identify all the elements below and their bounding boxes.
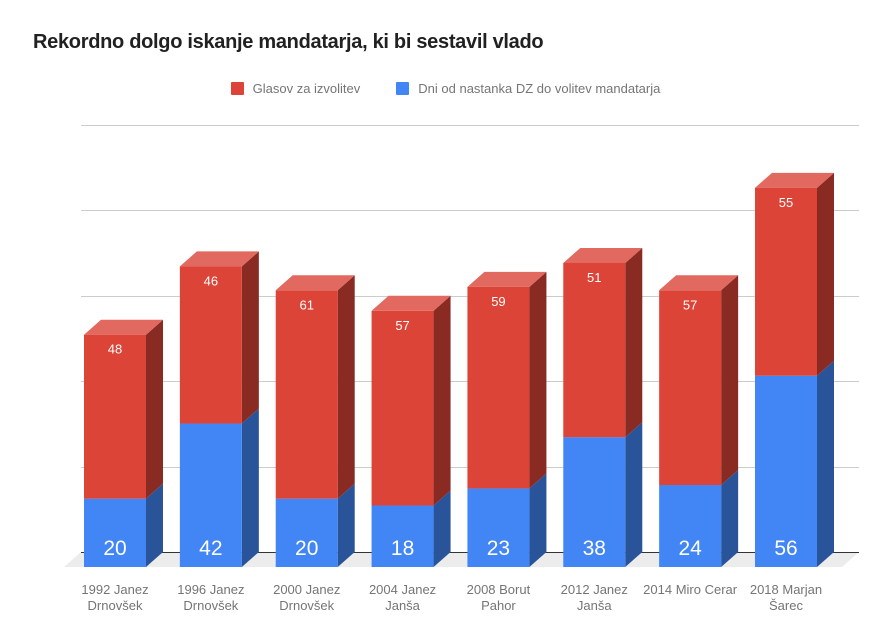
bar-segment-red-1992[interactable]	[84, 319, 163, 499]
category-label-2014: 2014 Miro Cerar	[643, 582, 738, 597]
bar-segment-red-2008[interactable]	[467, 271, 547, 489]
blue-value-label-1996: 42	[199, 537, 222, 560]
blue-segment-front-face	[275, 498, 338, 567]
red-segment-top-face	[659, 275, 739, 291]
legend-item-glasov-za-izvolitev: Glasov za izvolitev	[230, 80, 361, 96]
bar-segment-blue-2000[interactable]	[275, 483, 355, 567]
red-value-label-2014: 57	[683, 297, 697, 312]
red-value-label-2012: 51	[587, 270, 601, 285]
bar-segment-red-2018[interactable]	[754, 172, 834, 376]
blue-segment-side-face	[146, 483, 163, 567]
bar-2000: 61 20	[275, 275, 355, 567]
category-label-2008: 2008 Borut Pahor	[467, 582, 531, 613]
bar-segment-red-2000[interactable]	[275, 275, 355, 499]
blue-value-label-2014: 24	[678, 537, 702, 560]
red-value-label-2008: 59	[491, 294, 505, 309]
blue-value-label-2008: 23	[487, 537, 510, 560]
red-segment-side-face	[529, 271, 547, 489]
blue-segment-front-face	[371, 505, 434, 567]
bar-segment-blue-1992[interactable]	[84, 483, 163, 567]
blue-segment-side-face	[625, 422, 643, 567]
blue-segment-front-face	[179, 423, 242, 567]
red-segment-top-face	[84, 319, 163, 335]
category-label-2012: 2012 Janez Janša	[561, 582, 628, 613]
red-value-label-1996: 46	[204, 273, 218, 288]
legend-swatch-red	[230, 81, 244, 95]
bar-segment-red-2012[interactable]	[563, 247, 643, 438]
blue-value-label-2000: 20	[295, 537, 318, 560]
blue-segment-front-face	[467, 488, 530, 567]
blue-segment-side-face	[721, 470, 739, 567]
category-label-1996: 1996 Janez Drnovšek	[177, 582, 244, 613]
category-label-2018: 2018 Marjan Šarec	[750, 582, 822, 613]
bar-segment-red-2004[interactable]	[371, 295, 451, 506]
red-segment-top-face	[179, 251, 259, 267]
red-segment-top-face	[467, 271, 547, 287]
bar-1992: 48 20	[84, 319, 163, 567]
bar-segment-red-1996[interactable]	[179, 251, 259, 424]
blue-segment-front-face	[563, 437, 626, 567]
legend-label-glasov-za-izvolitev: Glasov za izvolitev	[252, 80, 361, 96]
legend-swatch-blue	[396, 81, 410, 95]
blue-segment-side-face	[529, 473, 547, 567]
bar-segment-red-2014[interactable]	[659, 275, 739, 486]
bar-segment-blue-2008[interactable]	[467, 473, 547, 567]
red-segment-side-face	[625, 247, 643, 438]
bar-2012: 51 38	[563, 247, 643, 567]
legend-label-dni-od-nastanka: Dni od nastanka DZ do volitev mandatarja	[418, 80, 661, 96]
red-segment-front-face	[563, 262, 626, 438]
bar-segment-blue-2014[interactable]	[659, 470, 739, 567]
red-segment-front-face	[371, 310, 434, 506]
bar-2004: 57 18	[371, 295, 451, 567]
legend-item-dni-od-nastanka: Dni od nastanka DZ do volitev mandatarja	[396, 81, 660, 96]
red-segment-front-face	[84, 334, 146, 499]
red-segment-top-face	[754, 172, 834, 188]
bar-segment-blue-2018[interactable]	[754, 360, 834, 567]
red-value-label-2018: 55	[779, 195, 793, 210]
blue-segment-side-face	[241, 408, 259, 567]
category-label-1992: 1992 Janez Drnovšek	[81, 582, 148, 613]
blue-segment-front-face	[659, 485, 722, 567]
red-segment-top-face	[275, 275, 355, 291]
bar-segment-blue-2012[interactable]	[563, 422, 643, 567]
red-value-label-1992: 48	[108, 342, 122, 357]
blue-segment-side-face	[816, 360, 834, 567]
red-segment-side-face	[337, 275, 355, 499]
red-segment-side-face	[241, 251, 259, 424]
red-segment-front-face	[754, 187, 817, 376]
bar-1996: 46 42	[179, 251, 259, 567]
red-segment-front-face	[467, 286, 530, 489]
bar-2014: 57 24	[659, 275, 739, 567]
red-value-label-2000: 61	[299, 297, 313, 312]
bar-segment-blue-1996[interactable]	[179, 408, 259, 567]
blue-value-label-2012: 38	[583, 537, 606, 560]
chart-title: Rekordno dolgo iskanje mandatarja, ki bi…	[33, 31, 544, 53]
red-segment-side-face	[816, 172, 834, 376]
red-value-label-2004: 57	[395, 318, 409, 333]
blue-segment-front-face	[754, 375, 817, 567]
red-segment-side-face	[146, 319, 163, 499]
blue-segment-side-face	[433, 490, 451, 567]
blue-segment-front-face	[84, 498, 146, 567]
blue-value-label-1992: 20	[103, 537, 126, 560]
red-segment-front-face	[179, 266, 242, 424]
red-segment-top-face	[371, 295, 451, 311]
red-segment-side-face	[721, 275, 739, 486]
category-label-2004: 2004 Janez Janša	[369, 582, 436, 613]
bar-2018: 55 56	[754, 172, 834, 567]
blue-segment-side-face	[337, 483, 355, 567]
category-label-2000: 2000 Janez Drnovšek	[273, 582, 340, 613]
blue-value-label-2004: 18	[391, 537, 414, 560]
legend: Glasov za izvolitev Dni od nastanka DZ d…	[0, 80, 891, 96]
red-segment-side-face	[433, 295, 451, 506]
bar-2008: 59 23	[467, 271, 547, 567]
blue-value-label-2018: 56	[774, 537, 797, 560]
bar-segment-blue-2004[interactable]	[371, 490, 451, 567]
red-segment-top-face	[563, 247, 643, 263]
red-segment-front-face	[275, 290, 338, 499]
red-segment-front-face	[659, 290, 722, 486]
